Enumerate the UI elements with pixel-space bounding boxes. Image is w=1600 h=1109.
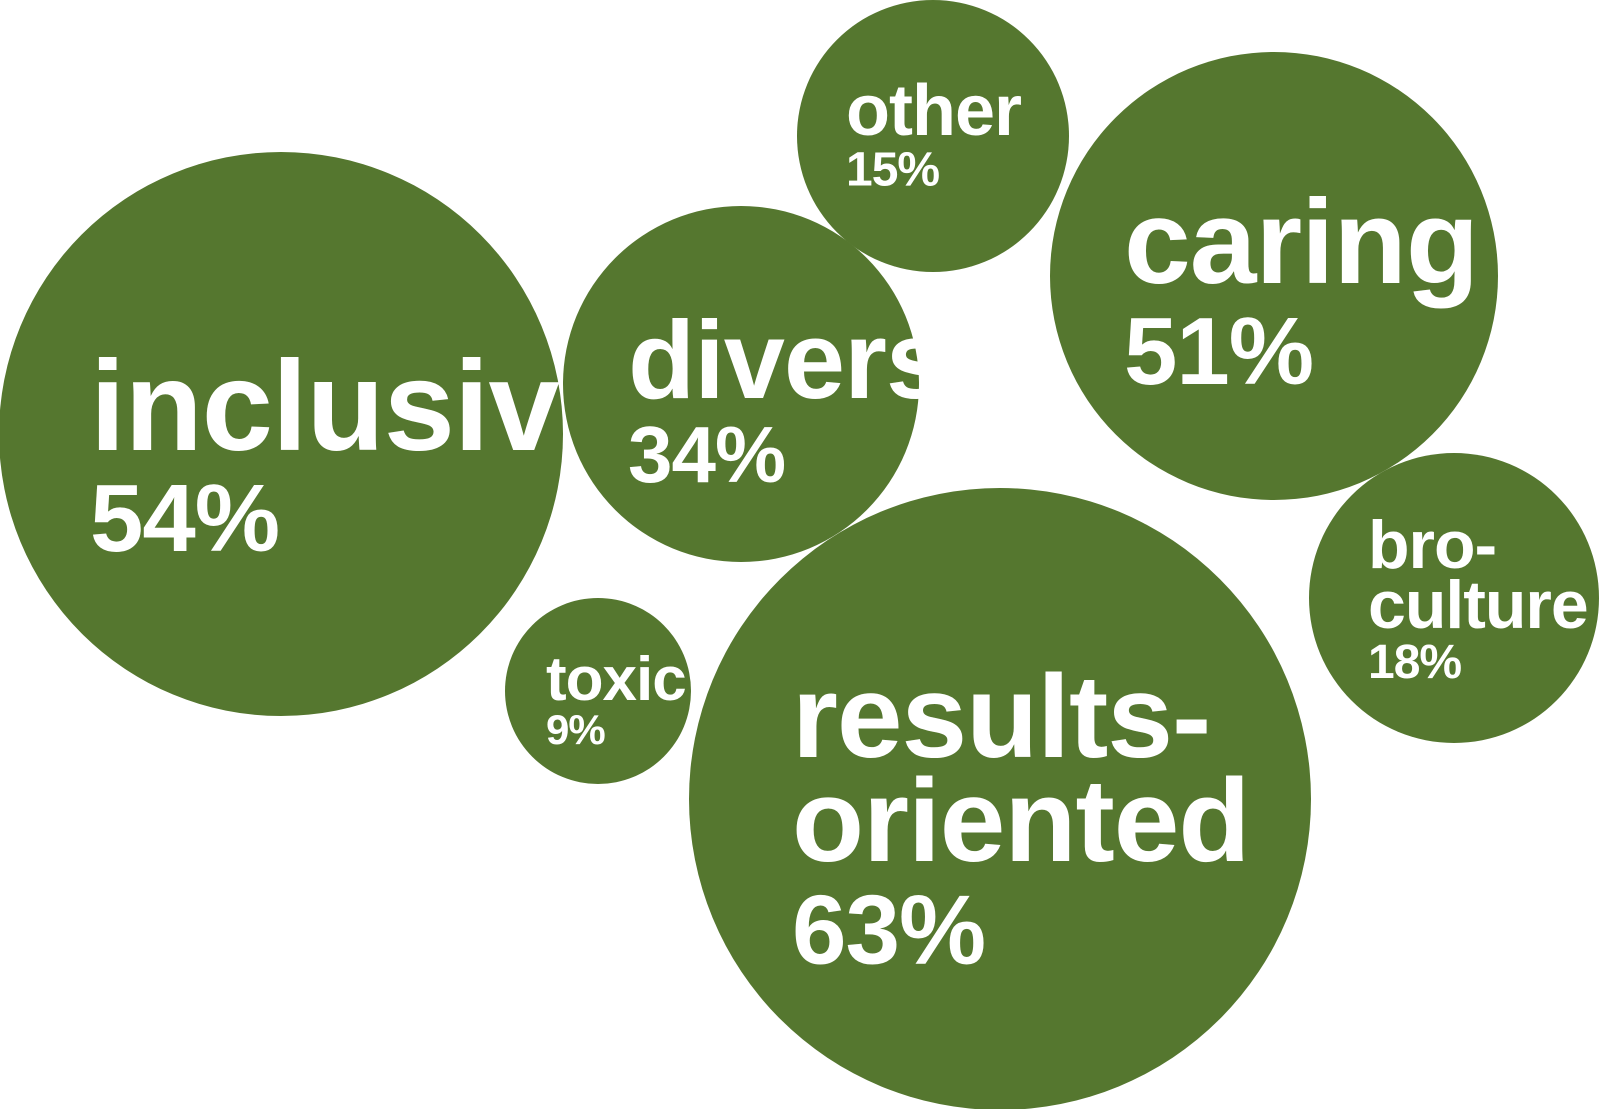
bubble-circle <box>0 152 563 716</box>
bubble-label: toxic <box>546 645 686 714</box>
bubble-label: inclusive <box>90 335 629 478</box>
bubble-label: diverse <box>628 299 1006 422</box>
bubble-circle <box>563 206 919 562</box>
bubble-value: 9% <box>546 706 605 753</box>
bubble-circle <box>1050 52 1498 500</box>
bubble-circle <box>797 0 1069 272</box>
bubble-label: bro-culture <box>1368 507 1588 643</box>
bubble-circle <box>505 598 691 784</box>
bubble-value: 63% <box>792 875 985 985</box>
bubble-value: 15% <box>846 143 939 196</box>
bubble-circle <box>1309 453 1599 743</box>
bubble-value: 51% <box>1124 298 1313 405</box>
bubble-value: 18% <box>1368 636 1461 689</box>
bubble-value: 54% <box>90 465 279 572</box>
bubble-value: 34% <box>628 410 785 499</box>
bubble-circle <box>689 488 1311 1109</box>
bubble-label: results-oriented <box>792 651 1250 887</box>
bubble-label: other <box>846 71 1021 151</box>
bubble-label: caring <box>1124 175 1478 309</box>
